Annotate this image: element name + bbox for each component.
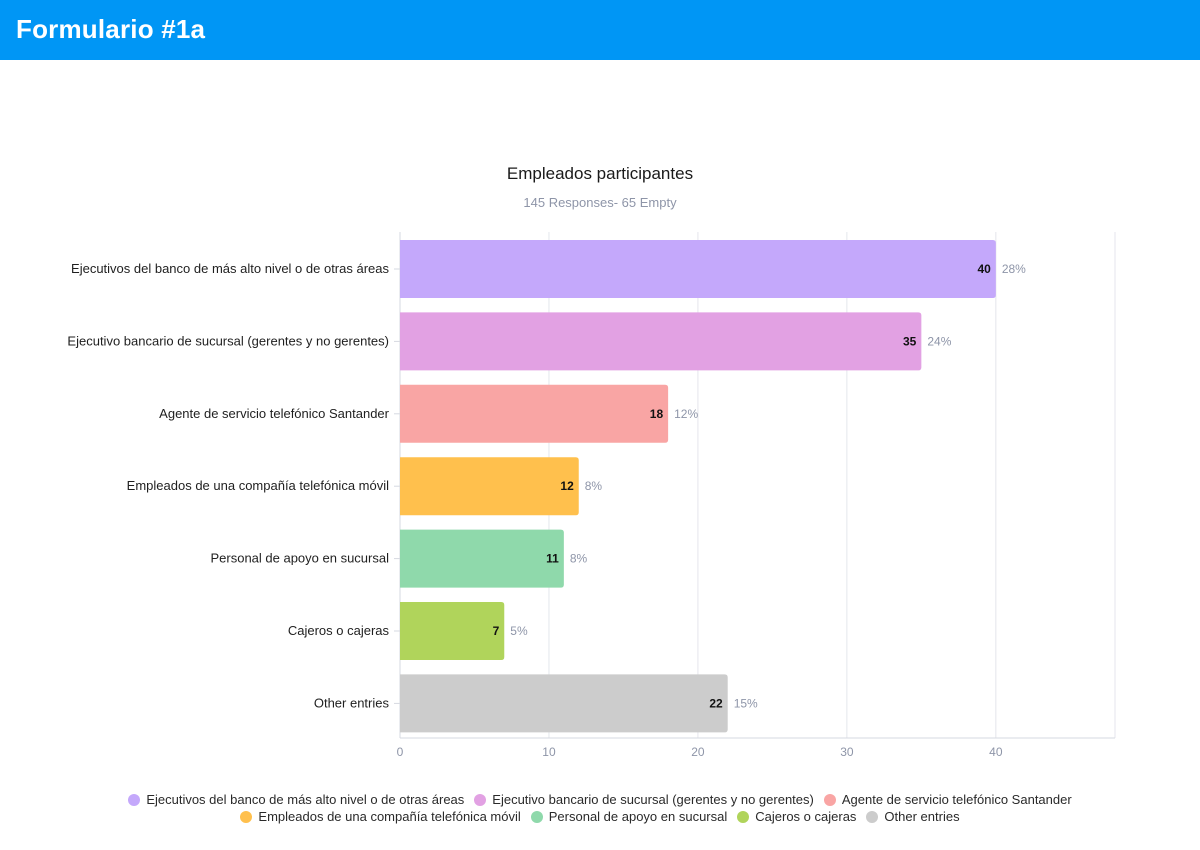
category-label: Other entries xyxy=(314,695,390,710)
chart-legend: Ejecutivos del banco de más alto nivel o… xyxy=(100,792,1100,825)
chart-title: Empleados participantes xyxy=(506,164,694,183)
bar-percent-label: 15% xyxy=(734,696,758,710)
legend-label: Empleados de una compañía telefónica móv… xyxy=(258,809,521,824)
category-label: Empleados de una compañía telefónica móv… xyxy=(127,478,389,493)
legend-item[interactable]: Cajeros o cajeras xyxy=(737,809,856,825)
legend-label: Agente de servicio telefónico Santander xyxy=(841,792,1072,807)
bar xyxy=(400,240,996,298)
bar-percent-label: 8% xyxy=(585,479,603,493)
x-tick-label: 10 xyxy=(542,745,556,759)
x-tick-label: 30 xyxy=(840,745,854,759)
bar xyxy=(400,529,564,588)
legend-label: Ejecutivo bancario de sucursal (gerentes… xyxy=(492,792,814,807)
legend-swatch xyxy=(128,794,141,806)
legend-item[interactable]: Empleados de una compañía telefónica móv… xyxy=(240,809,521,825)
bar-value-label: 22 xyxy=(709,696,723,710)
legend-item[interactable]: Other entries xyxy=(866,809,960,825)
bar-value-label: 18 xyxy=(650,407,664,421)
bar-value-label: 7 xyxy=(493,624,500,638)
bar xyxy=(400,674,728,733)
category-label: Ejecutivo bancario de sucursal (gerentes… xyxy=(67,333,389,348)
legend-swatch xyxy=(530,811,543,823)
x-tick-label: 0 xyxy=(397,745,404,759)
legend-item[interactable]: Agente de servicio telefónico Santander xyxy=(823,792,1072,808)
bar xyxy=(400,384,669,443)
legend-label: Personal de apoyo en sucursal xyxy=(548,809,728,824)
category-label: Agente de servicio telefónico Santander xyxy=(159,406,389,421)
bar-percent-label: 5% xyxy=(510,624,528,638)
bar-percent-label: 8% xyxy=(570,552,588,566)
legend-label: Ejecutivos del banco de más alto nivel o… xyxy=(146,792,465,807)
bar-value-label: 11 xyxy=(546,552,559,566)
legend-item[interactable]: Personal de apoyo en sucursal xyxy=(530,809,728,825)
page-header: Formulario #1a xyxy=(0,0,1200,60)
bar-value-label: 12 xyxy=(560,479,574,493)
legend-swatch xyxy=(866,811,879,823)
legend-item[interactable]: Ejecutivos del banco de más alto nivel o… xyxy=(128,792,464,808)
category-label: Personal de apoyo en sucursal xyxy=(210,551,389,566)
legend-swatch xyxy=(240,811,253,823)
legend-item[interactable]: Ejecutivo bancario de sucursal (gerentes… xyxy=(474,792,814,808)
bar-percent-label: 28% xyxy=(1002,262,1026,276)
bar xyxy=(400,602,505,660)
legend-swatch xyxy=(474,794,487,806)
bar-percent-label: 24% xyxy=(927,334,951,348)
category-label: Cajeros o cajeras xyxy=(288,623,390,638)
x-tick-label: 40 xyxy=(989,745,1003,759)
bar xyxy=(400,457,579,516)
chart-subtitle: 145 Responses- 65 Empty xyxy=(523,195,677,210)
bar-value-label: 35 xyxy=(903,334,917,348)
page-title: Formulario #1a xyxy=(16,14,206,44)
category-label: Ejecutivos del banco de más alto nivel o… xyxy=(71,261,389,276)
legend-swatch xyxy=(823,794,836,806)
legend-label: Other entries xyxy=(884,809,960,824)
bar-percent-label: 12% xyxy=(674,407,698,421)
legend-label: Cajeros o cajeras xyxy=(755,809,857,824)
x-tick-label: 20 xyxy=(691,745,705,759)
bar-value-label: 40 xyxy=(977,262,991,276)
bar xyxy=(400,312,922,371)
legend-swatch xyxy=(737,811,750,823)
